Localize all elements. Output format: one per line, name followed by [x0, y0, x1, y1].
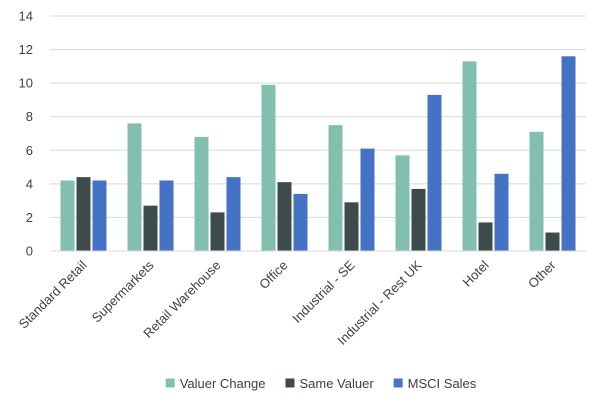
legend-item: Same Valuer [285, 376, 374, 391]
bar-msci-sales [92, 180, 107, 251]
bar-msci-sales [226, 177, 241, 251]
y-tick-label: 10 [19, 76, 33, 91]
legend-item: MSCI Sales [393, 376, 477, 391]
bar-same-valuer [411, 188, 426, 251]
bar-same-valuer [210, 212, 225, 251]
bar-valuer-change [127, 123, 142, 251]
y-tick-label: 4 [26, 176, 33, 191]
legend-swatch [165, 378, 175, 388]
bar-same-valuer [545, 232, 560, 251]
bar-same-valuer [344, 202, 359, 251]
bar-valuer-change [194, 136, 209, 251]
y-tick-label: 0 [26, 244, 33, 259]
bar-valuer-change [261, 84, 276, 251]
legend-swatch [393, 378, 403, 388]
y-tick-label: 8 [26, 109, 33, 124]
legend-item: Valuer Change [165, 376, 266, 391]
x-tick-label: Supermarkets [89, 257, 157, 325]
legend-label: MSCI Sales [408, 376, 477, 391]
x-tick-label: Industrial - SE [289, 257, 358, 326]
legend-label: Valuer Change [180, 376, 266, 391]
x-tick-label: Other [525, 257, 559, 291]
bar-valuer-change [395, 155, 410, 251]
y-tick-label: 6 [26, 143, 33, 158]
bars [60, 56, 576, 252]
bar-msci-sales [427, 94, 442, 252]
legend-swatch [285, 378, 295, 388]
bar-msci-sales [494, 173, 509, 251]
bar-valuer-change [462, 61, 477, 252]
bar-msci-sales [360, 148, 375, 251]
x-tick-label: Hotel [460, 257, 492, 289]
y-tick-label: 2 [26, 210, 33, 225]
legend: Valuer Change Same Valuer MSCI Sales [165, 376, 477, 391]
bar-msci-sales [159, 180, 174, 251]
bar-same-valuer [277, 182, 292, 251]
x-tick-label: Standard Retail [16, 257, 90, 331]
bar-valuer-change [60, 180, 75, 251]
bar-msci-sales [561, 56, 576, 252]
y-tick-label: 12 [19, 42, 33, 57]
x-tick-label: Office [256, 258, 290, 292]
bar-same-valuer [76, 177, 91, 251]
bar-valuer-change [328, 125, 343, 251]
y-axis-ticks: 0 2 4 6 8 10 12 14 [19, 9, 33, 259]
y-tick-label: 14 [19, 9, 33, 24]
bar-same-valuer [478, 222, 493, 251]
bar-same-valuer [143, 205, 158, 251]
bar-valuer-change [529, 131, 544, 251]
bar-msci-sales [293, 193, 308, 251]
legend-label: Same Valuer [299, 376, 374, 391]
